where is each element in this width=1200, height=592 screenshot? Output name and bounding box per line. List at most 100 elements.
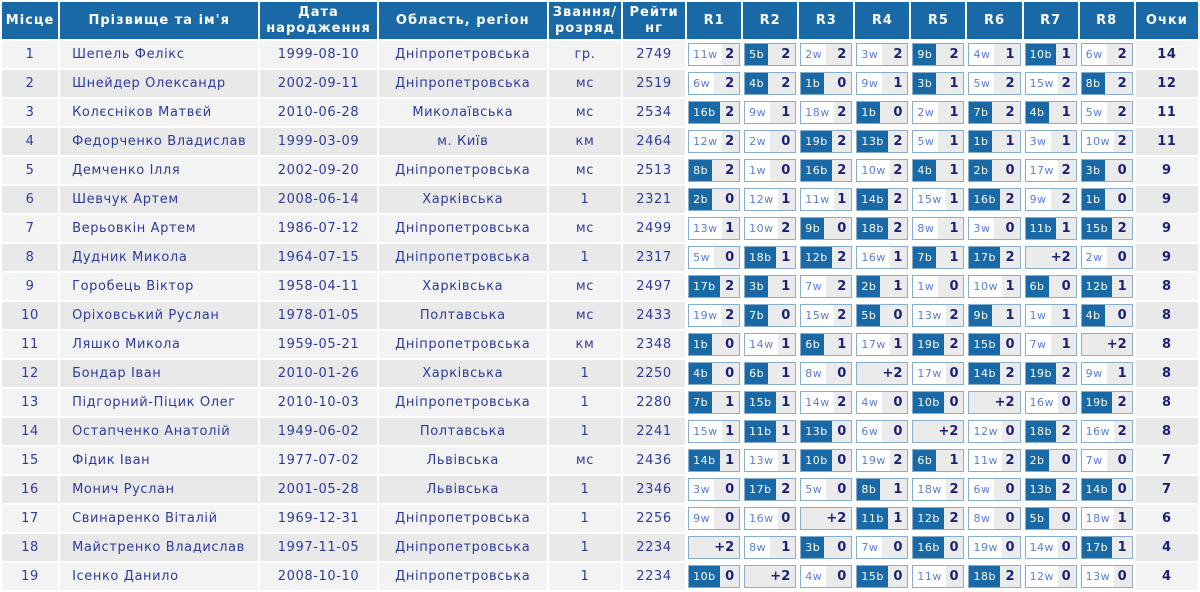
opponent-chip[interactable]: 1b	[689, 334, 713, 356]
opponent-chip[interactable]: 13b	[801, 421, 832, 443]
opponent-chip[interactable]: 15w	[913, 189, 946, 211]
opponent-chip[interactable]: 6b	[745, 363, 769, 385]
opponent-chip[interactable]: 4b	[913, 160, 937, 182]
opponent-chip[interactable]: 8b	[689, 160, 713, 182]
opponent-chip[interactable]: 2w	[913, 102, 939, 124]
opponent-chip[interactable]: 1w	[745, 160, 771, 182]
opponent-chip[interactable]: 6w	[969, 479, 995, 501]
opponent-chip[interactable]: 17b	[1081, 537, 1113, 559]
opponent-chip[interactable]: 10w	[969, 276, 1002, 298]
opponent-chip[interactable]: 11w	[969, 450, 1002, 472]
opponent-chip[interactable]: 4w	[969, 44, 995, 66]
opponent-chip[interactable]: 8w	[745, 537, 771, 559]
opponent-chip[interactable]: 18w	[1081, 508, 1115, 530]
opponent-chip[interactable]: 12b	[913, 508, 944, 530]
opponent-chip[interactable]: 1w	[1025, 305, 1051, 327]
opponent-chip[interactable]: 6w	[1081, 44, 1107, 66]
opponent-chip[interactable]: 17b	[969, 247, 1000, 269]
opponent-chip[interactable]: 9w	[857, 73, 883, 95]
opponent-chip[interactable]: 1b	[969, 131, 993, 153]
opponent-chip[interactable]: 10w	[1081, 131, 1115, 153]
opponent-chip[interactable]: 12w	[969, 421, 1002, 443]
opponent-chip[interactable]: 15b	[969, 334, 1000, 356]
opponent-chip[interactable]: 4b	[1025, 102, 1049, 124]
opponent-chip[interactable]: 5w	[1081, 102, 1107, 124]
opponent-chip[interactable]: 13b	[1025, 479, 1057, 501]
opponent-chip[interactable]: 14b	[689, 450, 720, 472]
opponent-chip[interactable]: 17w	[857, 334, 890, 356]
opponent-chip[interactable]: 6w	[689, 73, 715, 95]
opponent-chip[interactable]: 9w	[689, 508, 715, 530]
opponent-chip[interactable]: 18b	[1025, 421, 1057, 443]
opponent-chip[interactable]: 6b	[1025, 276, 1049, 298]
opponent-chip[interactable]: 18w	[801, 102, 834, 124]
opponent-chip[interactable]: 19b	[1025, 363, 1057, 385]
opponent-chip[interactable]: 15b	[857, 566, 888, 588]
opponent-chip[interactable]: 9b	[801, 218, 825, 240]
opponent-chip[interactable]: 11w	[801, 189, 834, 211]
opponent-chip[interactable]: 5w	[969, 73, 995, 95]
opponent-chip[interactable]: 18b	[857, 218, 888, 240]
opponent-chip[interactable]: 7w	[1025, 334, 1051, 356]
opponent-chip[interactable]: 4w	[801, 566, 827, 588]
opponent-chip[interactable]: 1b	[801, 73, 825, 95]
opponent-chip[interactable]: 4b	[689, 363, 713, 385]
opponent-chip[interactable]: 11b	[745, 421, 776, 443]
opponent-chip[interactable]: 4w	[857, 392, 883, 414]
opponent-chip[interactable]: 12b	[801, 247, 832, 269]
opponent-chip[interactable]: 3b	[1081, 160, 1105, 182]
opponent-chip[interactable]: 9w	[1025, 189, 1051, 211]
opponent-chip[interactable]: 17w	[1025, 160, 1059, 182]
opponent-chip[interactable]: 11w	[689, 44, 722, 66]
opponent-chip[interactable]: 1b	[1081, 189, 1105, 211]
opponent-chip[interactable]: 9w	[745, 102, 771, 124]
opponent-chip[interactable]: 8b	[1081, 73, 1105, 95]
opponent-chip[interactable]: 3b	[801, 537, 825, 559]
opponent-chip[interactable]: 8w	[801, 363, 827, 385]
opponent-chip[interactable]: 17w	[913, 363, 946, 385]
opponent-chip[interactable]: 5w	[689, 247, 715, 269]
opponent-chip[interactable]: 17b	[745, 479, 776, 501]
opponent-chip[interactable]: 5w	[801, 479, 827, 501]
opponent-chip[interactable]: 17b	[689, 276, 720, 298]
opponent-chip[interactable]: 7w	[801, 276, 827, 298]
opponent-chip[interactable]: 19w	[857, 450, 890, 472]
opponent-chip[interactable]: 14w	[1025, 537, 1059, 559]
opponent-chip[interactable]: 14b	[1081, 479, 1113, 501]
opponent-chip[interactable]: 16w	[745, 508, 778, 530]
opponent-chip[interactable]: 10b	[1025, 44, 1057, 66]
opponent-chip[interactable]: 2w	[801, 44, 827, 66]
opponent-chip[interactable]: 11b	[857, 508, 888, 530]
opponent-chip[interactable]: 3w	[1025, 131, 1051, 153]
opponent-chip[interactable]: 5b	[1025, 508, 1049, 530]
opponent-chip[interactable]: 2b	[857, 276, 881, 298]
opponent-chip[interactable]: 4b	[1081, 305, 1105, 327]
opponent-chip[interactable]: 6b	[913, 450, 937, 472]
opponent-chip[interactable]: 3w	[857, 44, 883, 66]
opponent-chip[interactable]: 19w	[689, 305, 722, 327]
opponent-chip[interactable]: 18b	[745, 247, 776, 269]
opponent-chip[interactable]: 8w	[913, 218, 939, 240]
opponent-chip[interactable]: 5b	[857, 305, 881, 327]
opponent-chip[interactable]: 5w	[913, 131, 939, 153]
opponent-chip[interactable]: 10w	[857, 160, 890, 182]
opponent-chip[interactable]: 19b	[801, 131, 832, 153]
opponent-chip[interactable]: 7b	[745, 305, 769, 327]
opponent-chip[interactable]: 3w	[689, 479, 715, 501]
opponent-chip[interactable]: 16b	[969, 189, 1000, 211]
opponent-chip[interactable]: 10b	[913, 392, 944, 414]
opponent-chip[interactable]: 16w	[857, 247, 890, 269]
opponent-chip[interactable]: 9b	[913, 44, 937, 66]
opponent-chip[interactable]: 3b	[913, 73, 937, 95]
opponent-chip[interactable]: 2w	[745, 131, 771, 153]
opponent-chip[interactable]: 16w	[1025, 392, 1059, 414]
opponent-chip[interactable]: 7w	[1081, 450, 1107, 472]
opponent-chip[interactable]: 7w	[857, 537, 883, 559]
opponent-chip[interactable]: 10b	[689, 566, 720, 588]
opponent-chip[interactable]: 12b	[1081, 276, 1113, 298]
opponent-chip[interactable]: 9b	[969, 305, 993, 327]
opponent-chip[interactable]: 18w	[913, 479, 946, 501]
opponent-chip[interactable]: 7b	[913, 247, 937, 269]
opponent-chip[interactable]: 9w	[1081, 363, 1107, 385]
opponent-chip[interactable]: 14w	[745, 334, 778, 356]
